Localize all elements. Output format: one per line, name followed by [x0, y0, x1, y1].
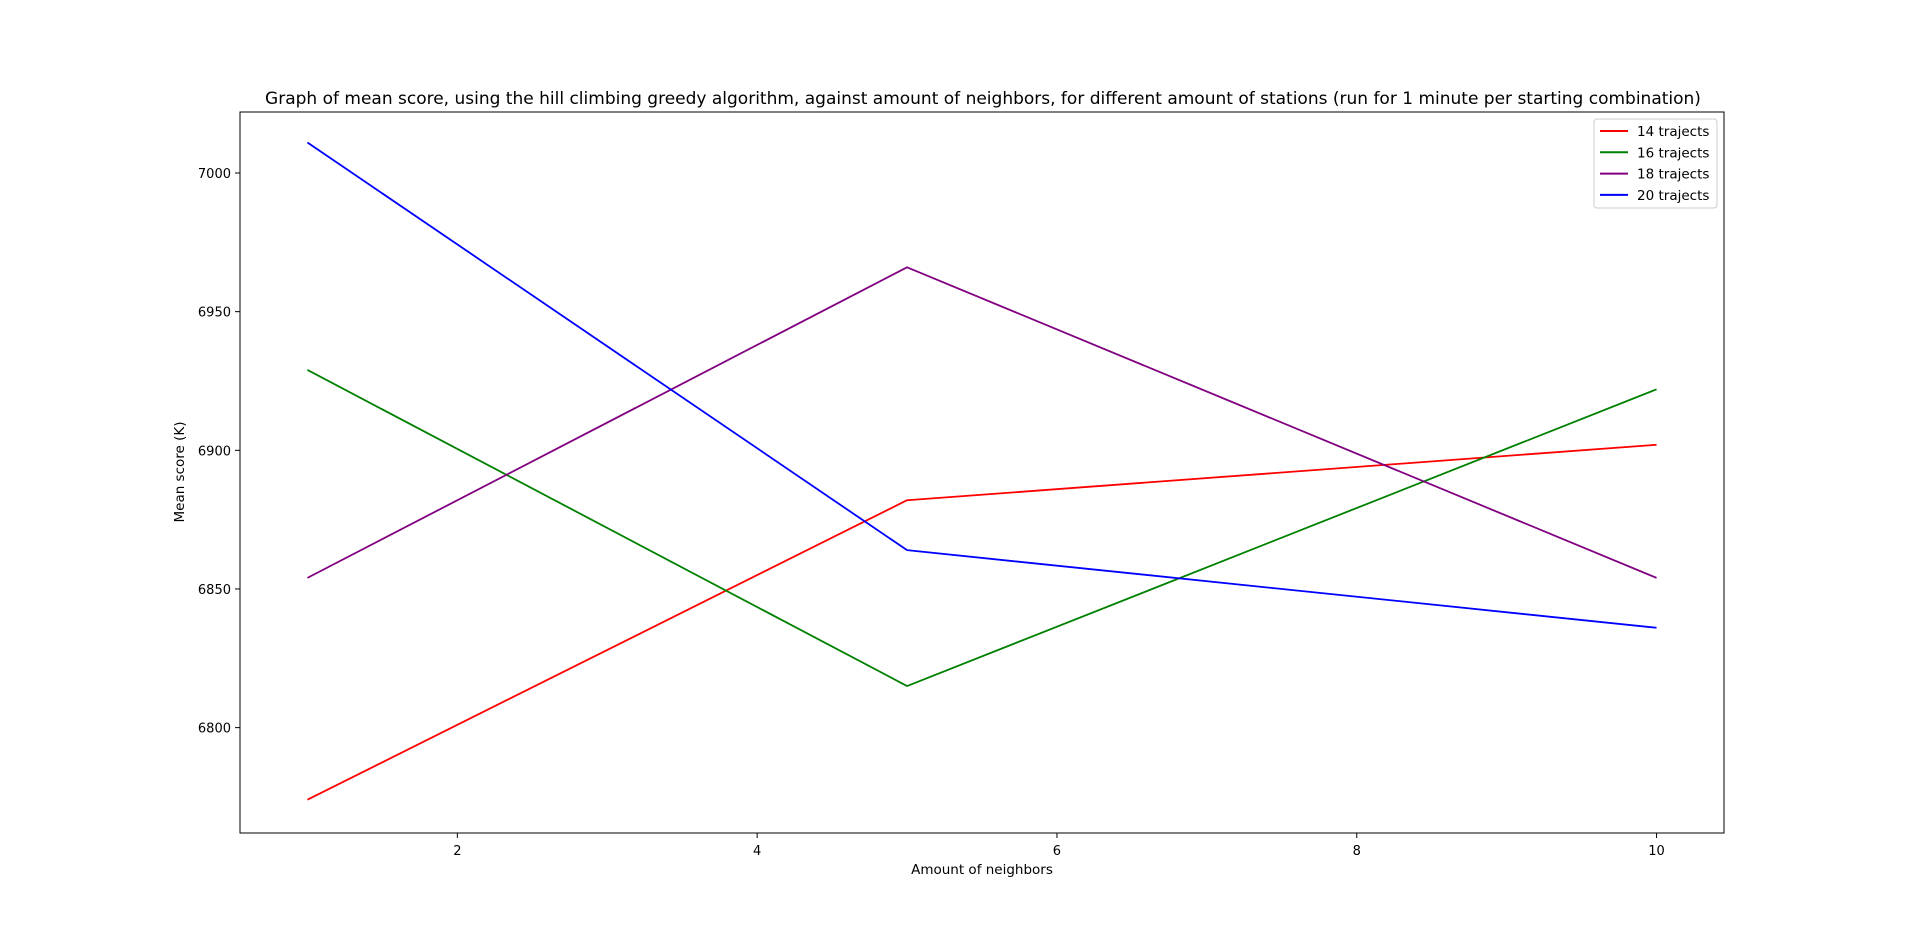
- x-tick-label: 4: [753, 844, 761, 859]
- y-tick-label: 6950: [198, 306, 231, 321]
- legend: 14 trajects 16 trajects 18 trajects 20 traj…: [1593, 118, 1718, 209]
- x-tick-label: 10: [1648, 844, 1665, 859]
- legend-label: 18 trajects: [1637, 167, 1709, 183]
- legend-label: 14 trajects: [1637, 124, 1709, 140]
- x-tick-label: 2: [453, 844, 461, 859]
- x-tick-label: 6: [1053, 844, 1061, 859]
- x-axis-ticks: 2 4 6 8 10: [453, 833, 1665, 859]
- chart-title: Graph of mean score, using the hill clim…: [265, 89, 1701, 109]
- series-lines: [306, 141, 1657, 801]
- series-line-1: [307, 443, 1657, 801]
- x-tick-label: 8: [1353, 844, 1361, 859]
- y-tick-label: 6800: [198, 722, 231, 737]
- legend-label: 16 trajects: [1637, 145, 1709, 161]
- y-axis-label: Mean score (K): [172, 421, 188, 522]
- y-tick-label: 6900: [198, 444, 231, 459]
- series-line-3: [307, 266, 1657, 579]
- x-axis-label: Amount of neighbors: [911, 862, 1053, 878]
- y-tick-label: 7000: [198, 167, 231, 182]
- legend-label: 20 trajects: [1637, 188, 1709, 204]
- y-axis-ticks: 6800 6850 6900 6950 7000: [198, 167, 240, 737]
- y-tick-label: 6850: [198, 583, 231, 598]
- plot-area-frame: [239, 111, 1725, 834]
- legend-frame: [1593, 118, 1718, 209]
- series-line-4: [306, 141, 1657, 629]
